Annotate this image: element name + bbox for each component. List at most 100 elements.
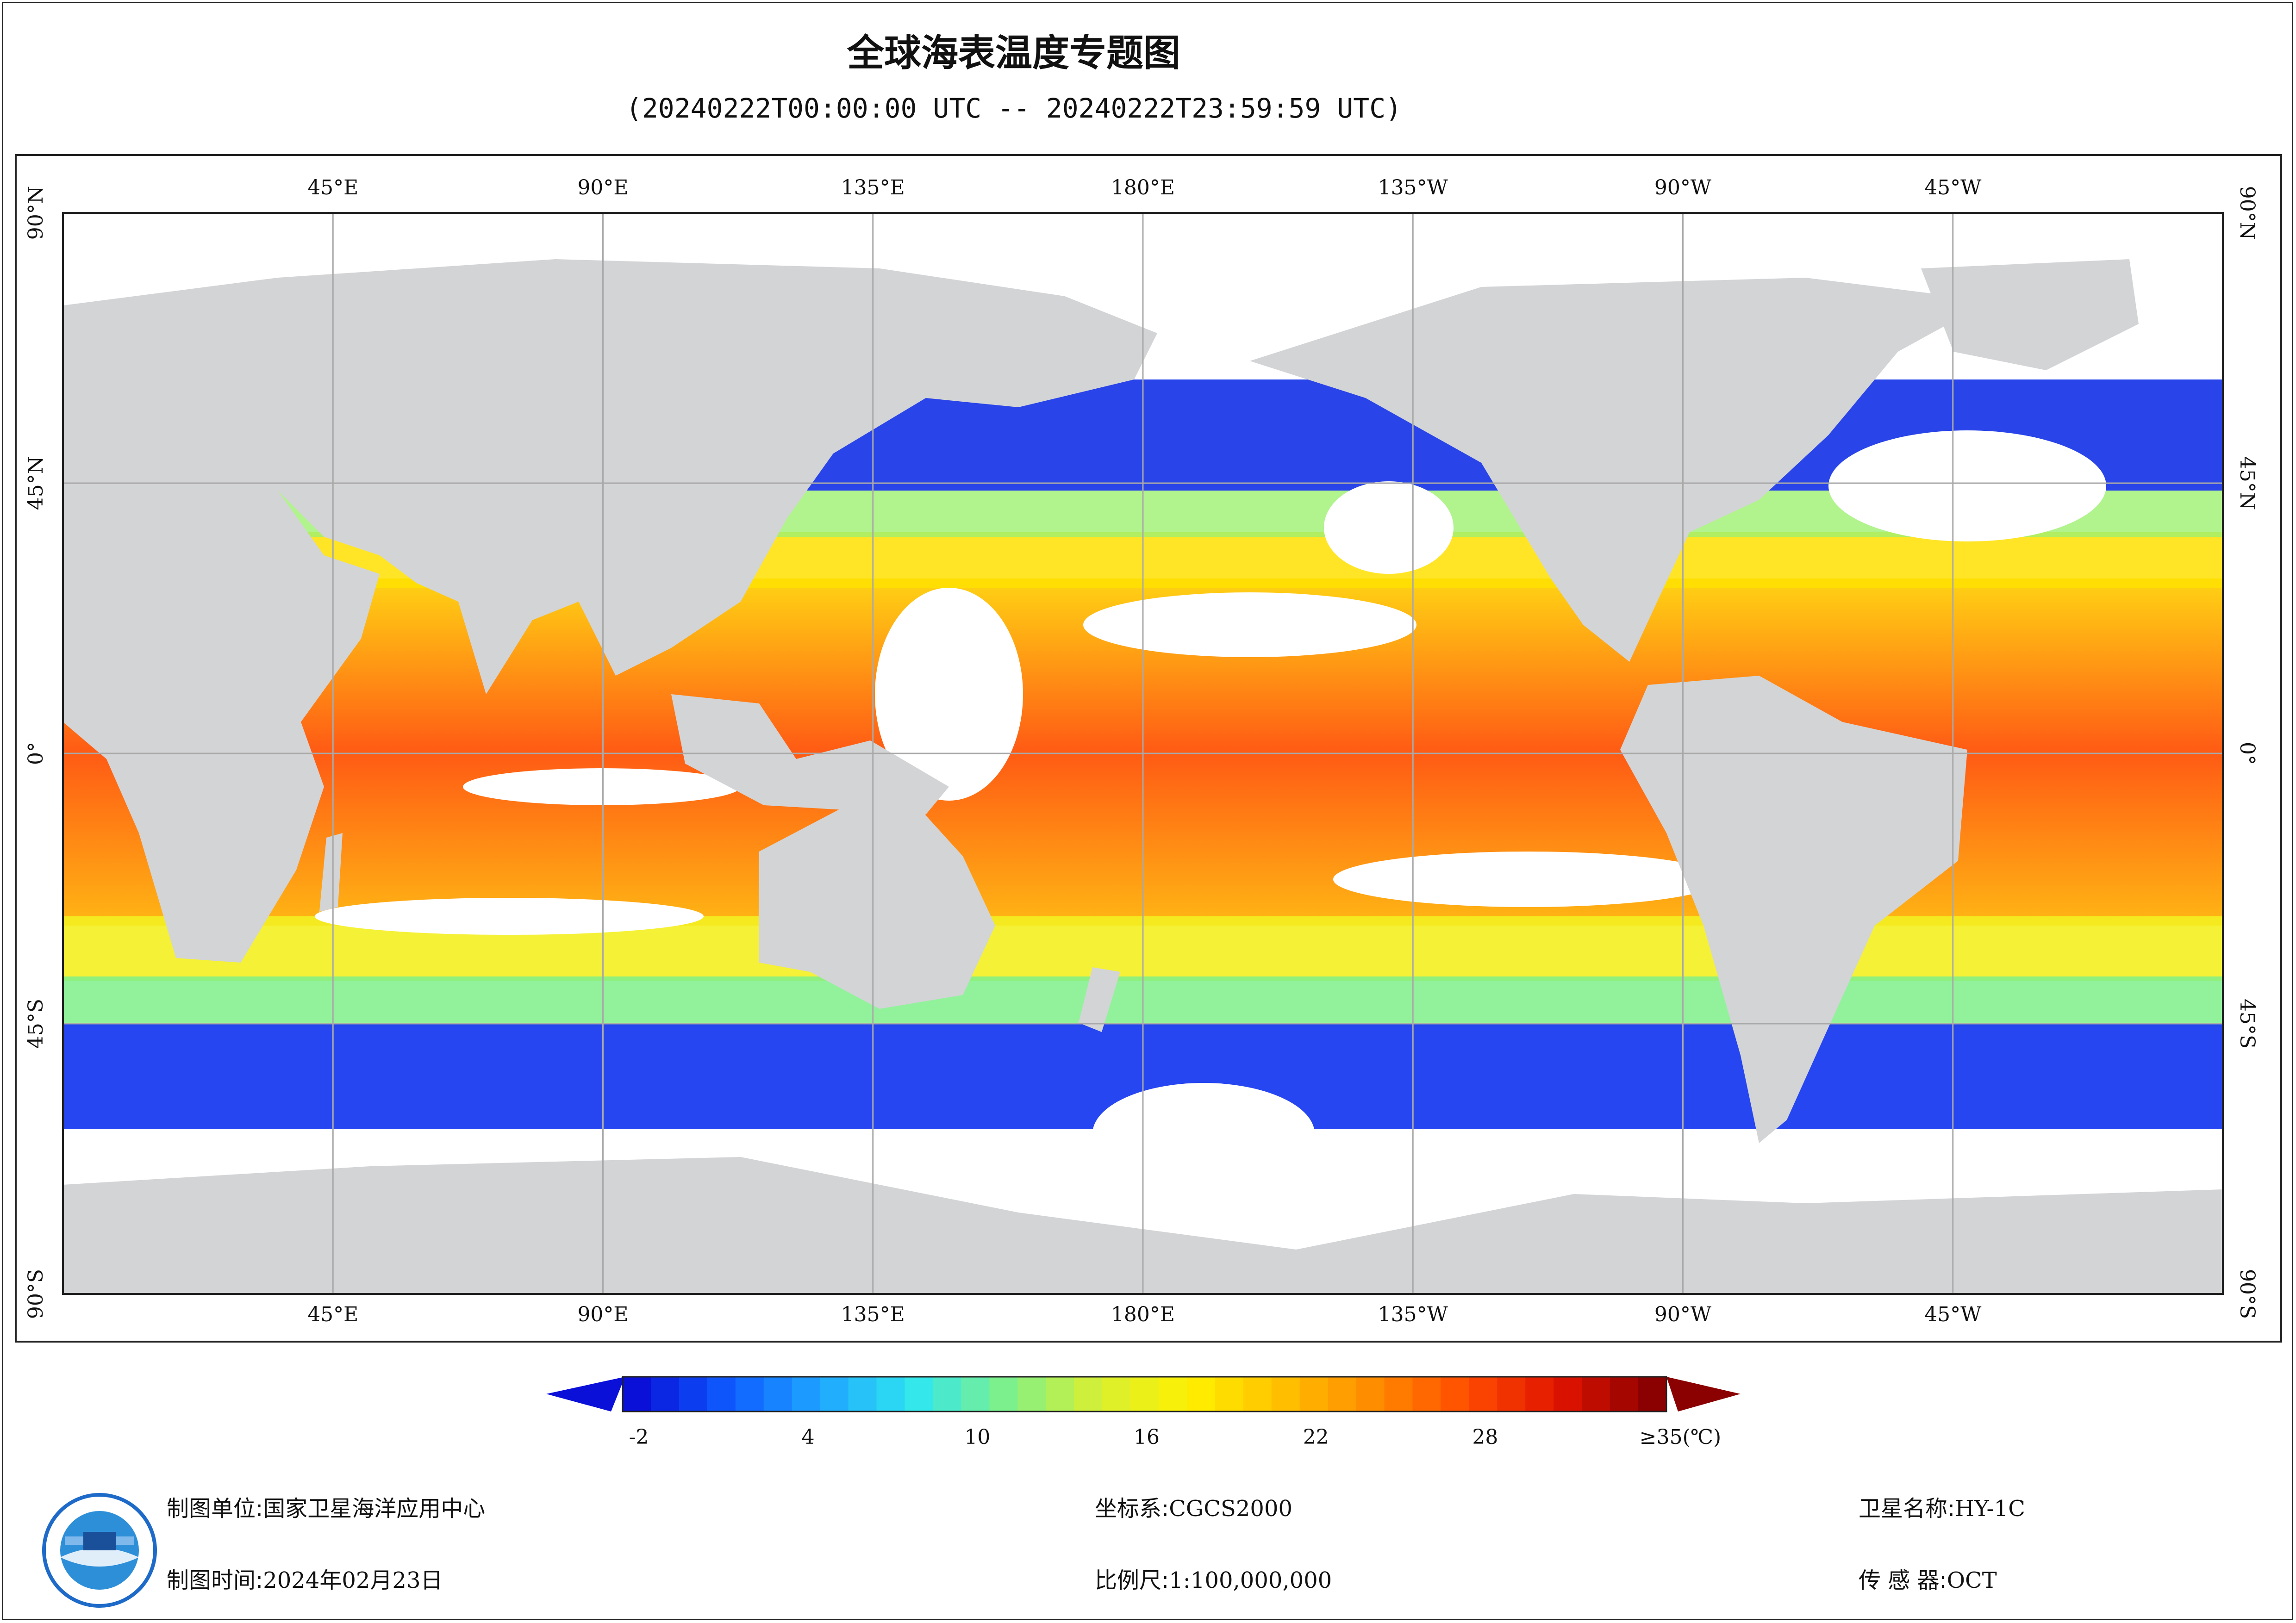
colorbar-cell bbox=[1046, 1377, 1074, 1412]
longitude-labels-bottom: 45°E 90°E 135°E 180°E 135°W 90°W 45°W bbox=[307, 1303, 1982, 1326]
colorbar-cell bbox=[1441, 1377, 1469, 1412]
longitude-label: 135°E bbox=[841, 176, 905, 199]
longitude-label: 180°E bbox=[1111, 176, 1175, 199]
latitude-label: 45°S bbox=[2235, 999, 2259, 1049]
colorbar-cell bbox=[820, 1377, 849, 1412]
map-title: 全球海表温度专题图 bbox=[847, 31, 1180, 75]
org-value: 国家卫星海洋应用中心 bbox=[263, 1496, 486, 1522]
latitude-label: 90°N bbox=[24, 186, 48, 240]
colorbar-tick-label: 10 bbox=[964, 1425, 990, 1449]
cloud-gap bbox=[315, 898, 704, 935]
colorbar-tick-labels: -2 4 10 16 22 28 ≥35(℃) bbox=[629, 1425, 1722, 1449]
latitude-label: 90°N bbox=[2235, 186, 2259, 240]
colorbar-min-arrow bbox=[546, 1377, 625, 1412]
time-label: 制图时间: bbox=[167, 1567, 263, 1593]
cloud-gap bbox=[1092, 1083, 1315, 1185]
colorbar-cell bbox=[876, 1377, 905, 1412]
longitude-label: 90°W bbox=[1654, 176, 1712, 199]
crs-label: 坐标系: bbox=[1095, 1496, 1169, 1522]
longitude-label: 135°E bbox=[841, 1303, 905, 1326]
cloud-gap bbox=[1828, 430, 2106, 541]
colorbar-tick-label: 4 bbox=[802, 1425, 815, 1449]
cloud-gap bbox=[1324, 481, 1454, 574]
colorbar-cell bbox=[1243, 1377, 1272, 1412]
land-new-zealand bbox=[1079, 967, 1120, 1032]
colorbar-cell bbox=[1215, 1377, 1244, 1412]
land-eurasia bbox=[63, 259, 1157, 694]
map-subtitle: (20240222T00:00:00 UTC -- 20240222T23:59… bbox=[625, 93, 1402, 124]
colorbar-cell bbox=[1384, 1377, 1413, 1412]
sensor-label: 传 感 器: bbox=[1859, 1567, 1947, 1593]
colorbar-cell bbox=[1610, 1377, 1639, 1412]
map-frame bbox=[15, 154, 2282, 1343]
latitude-label: 90°S bbox=[2235, 1269, 2259, 1319]
time-value: 2024年02月23日 bbox=[263, 1567, 443, 1593]
satellite-value: HY-1C bbox=[1955, 1496, 2025, 1522]
footer-org: 制图单位:国家卫星海洋应用中心 bbox=[167, 1490, 485, 1523]
footer-crs: 坐标系:CGCS2000 bbox=[1095, 1490, 1292, 1523]
latitude-labels-left: 90°N 45°N 0° 45°S 90°S bbox=[24, 186, 48, 1319]
sensor-value: OCT bbox=[1947, 1567, 1997, 1593]
colorbar-cell bbox=[1328, 1377, 1357, 1412]
latitude-label: 45°N bbox=[2235, 456, 2259, 510]
map-inner-border bbox=[62, 212, 2224, 1295]
latitude-label: 45°S bbox=[24, 999, 48, 1049]
colorbar-cell bbox=[848, 1377, 877, 1412]
colorbar-max-arrow bbox=[1666, 1377, 1741, 1412]
colorbar-cell bbox=[1582, 1377, 1610, 1412]
land-maritime-se-asia bbox=[671, 694, 949, 815]
scale-value: 1:100,000,000 bbox=[1169, 1567, 1332, 1593]
land-africa bbox=[63, 491, 380, 963]
colorbar-cell bbox=[933, 1377, 961, 1412]
colorbar-cell bbox=[1186, 1377, 1216, 1412]
colorbar-cell bbox=[735, 1377, 764, 1412]
colorbar-cell bbox=[1469, 1377, 1497, 1412]
colorbar-cell bbox=[1130, 1377, 1159, 1412]
land-south-america bbox=[1620, 676, 1967, 1143]
logo bbox=[42, 1493, 157, 1608]
longitude-label: 45°E bbox=[307, 176, 358, 199]
colorbar-cell bbox=[1299, 1377, 1329, 1412]
latitude-label: 0° bbox=[2235, 742, 2259, 765]
longitude-label: 135°W bbox=[1378, 1303, 1448, 1326]
colorbar-cell bbox=[679, 1377, 708, 1412]
colorbar-cell bbox=[1017, 1377, 1046, 1412]
colorbar-cell bbox=[961, 1377, 990, 1412]
longitude-label: 45°E bbox=[307, 1303, 358, 1326]
colorbar-cell bbox=[989, 1377, 1018, 1412]
colorbar-cell bbox=[905, 1377, 933, 1412]
colorbar-cell bbox=[1525, 1377, 1554, 1412]
longitude-label: 90°W bbox=[1654, 1303, 1712, 1326]
colorbar-tick-label: ≥35(℃) bbox=[1640, 1425, 1721, 1449]
longitude-label: 90°E bbox=[577, 176, 628, 199]
longitude-label: 180°E bbox=[1111, 1303, 1175, 1326]
cloud-gap bbox=[1083, 592, 1416, 657]
footer-scale: 比例尺:1:100,000,000 bbox=[1095, 1562, 1332, 1594]
cloud-gap bbox=[1333, 852, 1722, 907]
cloud-gap bbox=[463, 768, 741, 805]
sst-map: 45°E 90°E 135°E 180°E 135°W 90°W 45°W 45°E 90°E… bbox=[24, 176, 2259, 1326]
land-greenland bbox=[1921, 259, 2139, 370]
footer-sensor: 传 感 器:OCT bbox=[1859, 1562, 1997, 1594]
longitude-label: 45°W bbox=[1924, 176, 1982, 199]
colorbar-cell bbox=[1554, 1377, 1582, 1412]
colorbar-cell bbox=[1074, 1377, 1103, 1412]
longitude-label: 90°E bbox=[577, 1303, 628, 1326]
colorbar-cell bbox=[707, 1377, 736, 1412]
latitude-label: 90°S bbox=[24, 1269, 48, 1319]
latitude-label: 45°N bbox=[24, 456, 48, 510]
land-madagascar bbox=[319, 833, 343, 912]
longitude-label: 45°W bbox=[1924, 1303, 1982, 1326]
land-north-america bbox=[1250, 278, 1990, 662]
colorbar-cell bbox=[1412, 1377, 1441, 1412]
colorbar-cell bbox=[1158, 1377, 1187, 1412]
longitude-labels-top: 45°E 90°E 135°E 180°E 135°W 90°W 45°W bbox=[307, 176, 1982, 199]
colorbar-cell bbox=[763, 1377, 792, 1412]
colorbar-cell bbox=[1497, 1377, 1526, 1412]
colorbar-tick-label: -2 bbox=[629, 1425, 649, 1449]
latitude-labels-right: 90°N 45°N 0° 45°S 90°S bbox=[2235, 186, 2259, 1319]
latitude-label: 0° bbox=[24, 742, 48, 765]
colorbar-cell bbox=[1271, 1377, 1300, 1412]
